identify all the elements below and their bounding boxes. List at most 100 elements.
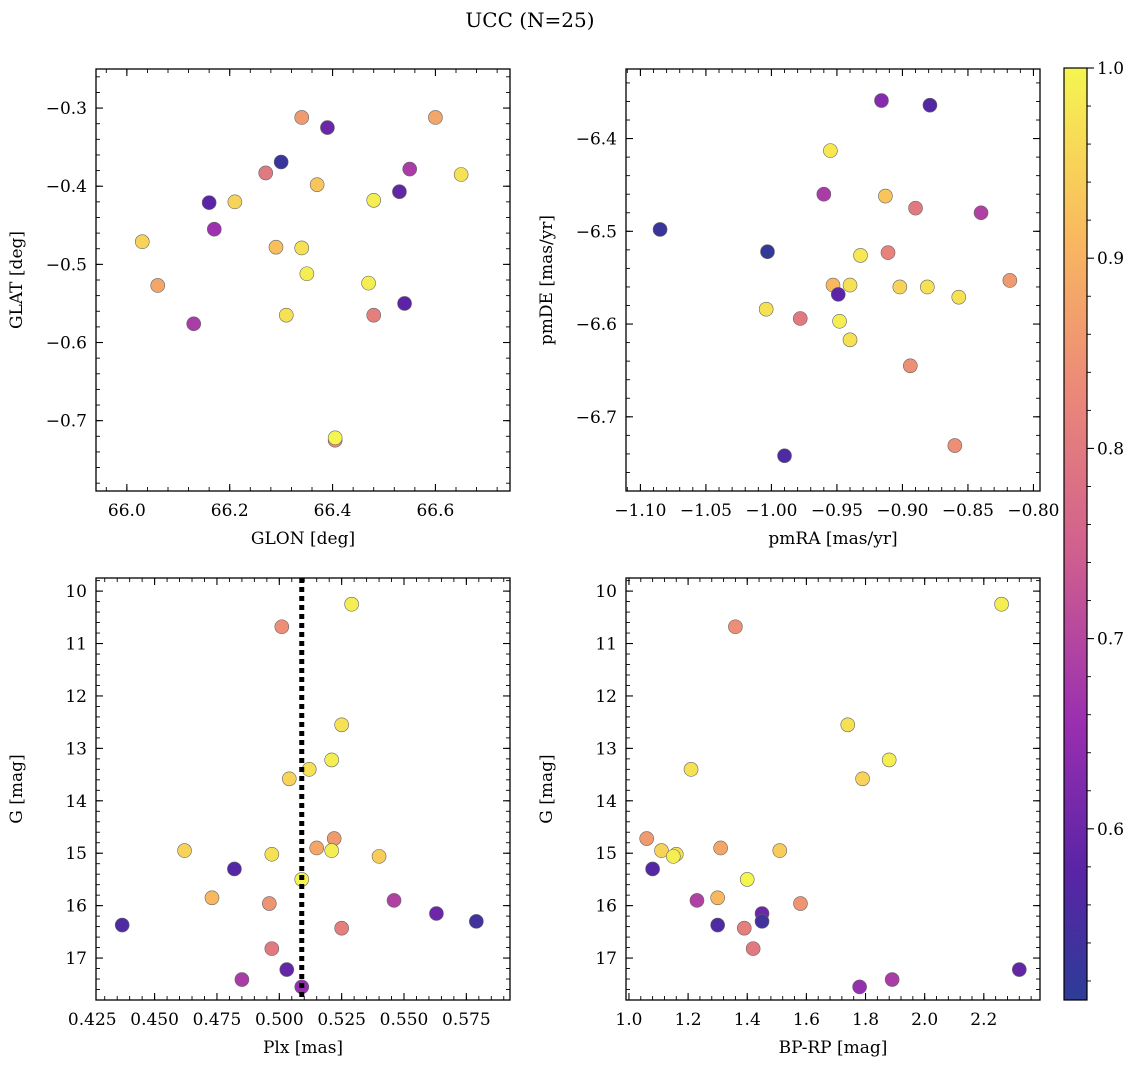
scatter-point bbox=[666, 849, 681, 864]
scatter-point bbox=[823, 143, 838, 158]
scatter-point bbox=[840, 717, 856, 733]
scatter-point bbox=[262, 896, 277, 911]
y-tick-label: 12 bbox=[595, 687, 617, 707]
x-axis-label: pmRA [mas/yr] bbox=[768, 529, 897, 549]
scatter-point bbox=[792, 311, 808, 326]
colorbar-gradient bbox=[1063, 67, 1088, 1001]
scatter-point bbox=[397, 296, 412, 311]
scatter-point bbox=[832, 313, 847, 329]
scatter-point bbox=[186, 316, 202, 332]
x-tick-label: 1.2 bbox=[675, 1010, 702, 1030]
scatter-point bbox=[344, 596, 359, 612]
y-tick-label: −0.6 bbox=[46, 334, 87, 354]
scatter-point bbox=[830, 287, 846, 302]
scatter-point bbox=[201, 195, 217, 210]
x-tick-label: 2.2 bbox=[970, 1010, 997, 1030]
scatter-point bbox=[227, 194, 243, 210]
scatter-point bbox=[874, 93, 889, 108]
scatter-point bbox=[279, 962, 295, 977]
x-tick-label: −1.00 bbox=[745, 501, 797, 521]
x-tick-label: −0.80 bbox=[1007, 501, 1059, 521]
scatter-point bbox=[320, 120, 335, 135]
y-tick-label: 11 bbox=[595, 635, 617, 655]
y-tick-label: 10 bbox=[595, 582, 617, 602]
scatter-point bbox=[366, 192, 382, 208]
x-tick-label: 1.6 bbox=[793, 1010, 820, 1030]
y-axis-label: G [mag] bbox=[537, 754, 557, 823]
x-tick-label: 1.8 bbox=[852, 1010, 879, 1030]
scatter-point bbox=[739, 872, 755, 887]
scatter-point bbox=[713, 840, 728, 856]
x-tick-label: −1.05 bbox=[680, 501, 732, 521]
scatter-point bbox=[880, 245, 896, 260]
y-tick-label: −6.5 bbox=[576, 222, 617, 242]
scatter-point bbox=[324, 843, 339, 858]
scatter-point bbox=[294, 110, 310, 125]
x-tick-label: −0.95 bbox=[811, 501, 863, 521]
x-tick-label: 0.550 bbox=[380, 1010, 429, 1030]
x-tick-label: −1.10 bbox=[614, 501, 666, 521]
y-tick-label: 16 bbox=[595, 897, 617, 917]
axes-frame bbox=[625, 68, 1041, 492]
y-tick-label: 17 bbox=[595, 949, 617, 969]
scatter-point bbox=[324, 752, 339, 768]
figure-title: UCC (N=25) bbox=[465, 8, 594, 32]
scatter-point bbox=[469, 914, 484, 929]
scatter-point bbox=[947, 438, 963, 453]
y-tick-label: 12 bbox=[65, 687, 87, 707]
scatter-point bbox=[264, 941, 280, 956]
scatter-point bbox=[309, 840, 325, 856]
scatter-point bbox=[689, 893, 705, 908]
y-tick-label: 10 bbox=[65, 582, 87, 602]
scatter-point bbox=[920, 279, 935, 295]
panel-glon-glat: 66.0 66.2 66.4 66.6 −0.3 −0.4 −0.5 −0.6 −0.7 GLON… bbox=[7, 68, 511, 549]
x-tick-label: −0.85 bbox=[942, 501, 994, 521]
y-tick-label: −0.5 bbox=[46, 255, 87, 275]
y-tick-label: −0.4 bbox=[46, 177, 87, 197]
y-tick-label: 11 bbox=[65, 635, 87, 655]
scatter-point bbox=[361, 275, 376, 291]
scatter-point bbox=[1002, 273, 1018, 288]
scatter-point bbox=[816, 186, 832, 202]
scatter-point bbox=[853, 248, 868, 263]
x-tick-label: 0.475 bbox=[193, 1010, 242, 1030]
scatter-point bbox=[326, 831, 342, 846]
x-tick-label: −0.90 bbox=[876, 501, 928, 521]
x-tick-label: 66.2 bbox=[211, 501, 249, 521]
scatter-point bbox=[278, 307, 294, 323]
y-tick-label: 15 bbox=[595, 844, 617, 864]
y-tick-label: 13 bbox=[595, 739, 617, 759]
scatter-point bbox=[453, 167, 469, 182]
scatter-point bbox=[842, 332, 858, 348]
y-tick-label: −0.3 bbox=[46, 99, 87, 119]
scatter-point bbox=[852, 979, 867, 995]
x-axis-label: Plx [mas] bbox=[263, 1038, 343, 1058]
y-tick-label: 17 bbox=[65, 949, 87, 969]
scatter-point bbox=[683, 762, 699, 777]
x-tick-label: 0.575 bbox=[442, 1010, 491, 1030]
colorbar-tick-label: 1.0 bbox=[1097, 59, 1124, 79]
panel-pmra-pmde: −1.10 −1.05 −1.00 −0.95 −0.90 −0.85 −0.80 −6.4 −… bbox=[537, 68, 1060, 549]
colorbar-tick-label: 0.9 bbox=[1097, 249, 1124, 269]
scatter-point bbox=[273, 154, 289, 170]
y-tick-label: 14 bbox=[595, 792, 617, 812]
scatter-point bbox=[760, 244, 775, 260]
y-tick-label: −0.7 bbox=[46, 412, 87, 432]
scatter-point bbox=[736, 920, 752, 936]
y-axis-label: G [mag] bbox=[7, 754, 27, 823]
panel-plx-g: 0.425 0.450 0.475 0.500 0.525 0.550 0.575 10 11 1… bbox=[7, 577, 511, 1058]
scatter-point bbox=[268, 239, 284, 255]
scatter-point bbox=[327, 430, 343, 446]
scatter-point bbox=[639, 831, 655, 846]
axes-frame bbox=[625, 577, 1041, 1001]
scatter-point bbox=[842, 277, 858, 293]
scatter-point bbox=[777, 448, 792, 464]
scatter-point bbox=[645, 861, 660, 877]
x-tick-label: 2.0 bbox=[911, 1010, 938, 1030]
colorbar-tick-label: 0.6 bbox=[1097, 820, 1124, 840]
scatter-point bbox=[150, 278, 166, 293]
x-tick-label: 0.425 bbox=[68, 1010, 117, 1030]
scatter-point bbox=[114, 917, 130, 933]
scatter-point bbox=[654, 843, 669, 858]
